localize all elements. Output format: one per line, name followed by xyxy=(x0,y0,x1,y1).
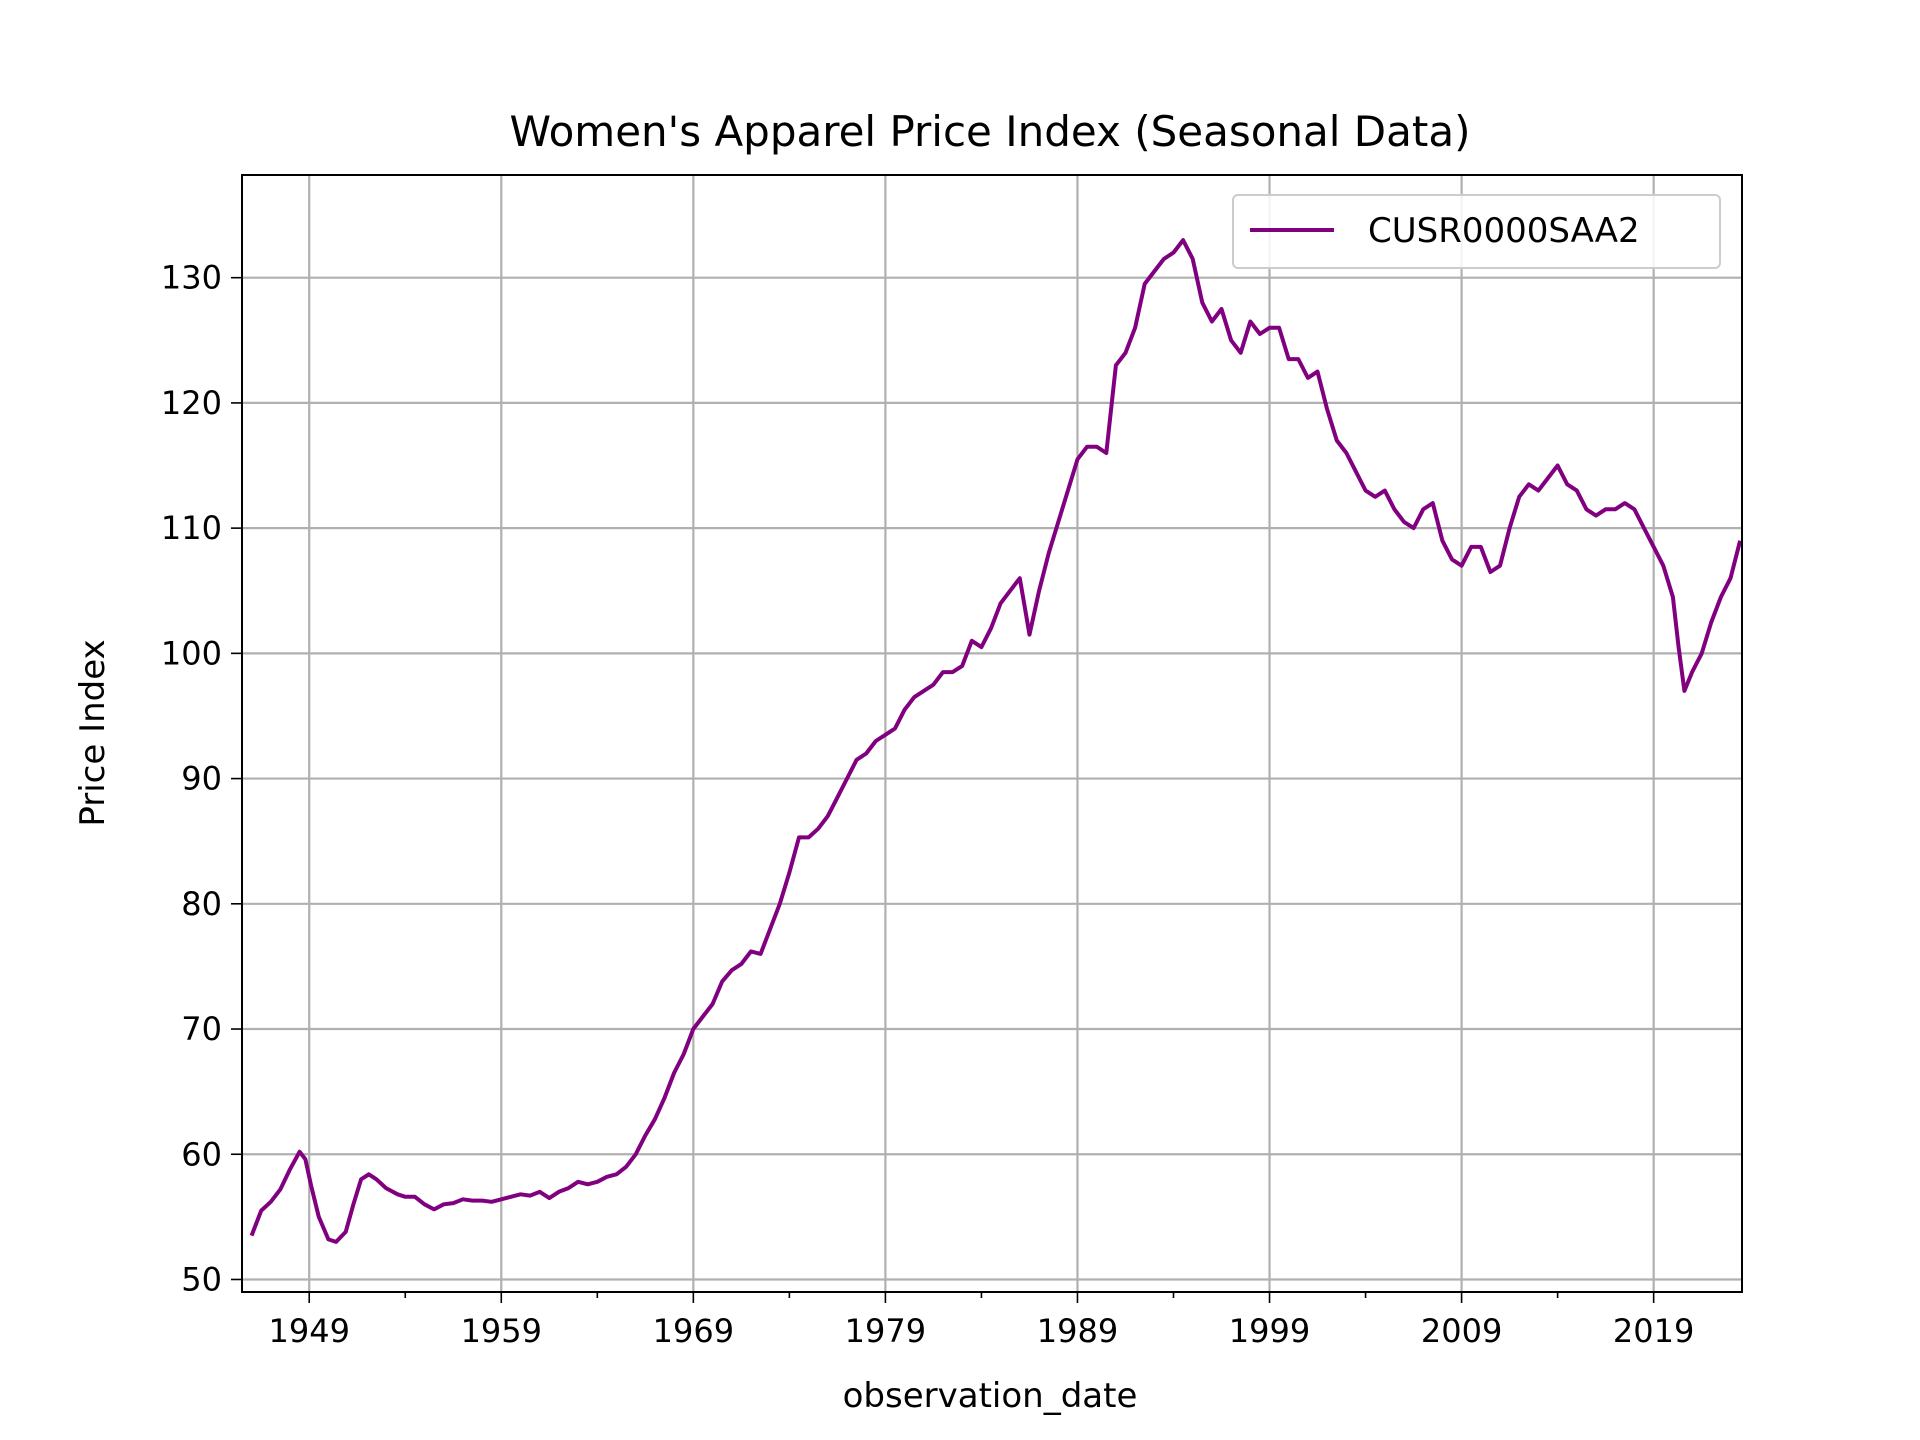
x-tick-label: 1959 xyxy=(461,1312,542,1350)
y-tick-label: 120 xyxy=(161,384,222,422)
y-tick-label: 50 xyxy=(181,1260,222,1298)
y-tick-label: 70 xyxy=(181,1010,222,1048)
legend-entry-label: CUSR0000SAA2 xyxy=(1368,211,1640,251)
x-axis-title: observation_date xyxy=(843,1376,1138,1416)
x-tick-label: 1969 xyxy=(653,1312,734,1350)
legend: CUSR0000SAA2 xyxy=(1232,194,1721,269)
y-tick-label: 110 xyxy=(161,509,222,547)
x-tick-label: 2009 xyxy=(1421,1312,1502,1350)
y-tick-label: 90 xyxy=(181,760,222,798)
legend-box xyxy=(1232,194,1721,269)
y-tick-label: 100 xyxy=(161,634,222,672)
axis-ticks: 1949 1959 1969 1979 1989 1999 2009 2019 50 60 70 80… xyxy=(161,259,1694,1350)
y-tick-label: 80 xyxy=(181,885,222,923)
x-tick-label: 1949 xyxy=(269,1312,350,1350)
x-tick-label: 1999 xyxy=(1229,1312,1310,1350)
series-layer xyxy=(249,238,1743,1244)
x-tick-label: 2019 xyxy=(1613,1312,1694,1350)
series-line-cusr0000saa2 xyxy=(249,238,1743,1244)
x-tick-label: 1979 xyxy=(845,1312,926,1350)
y-tick-label: 130 xyxy=(161,259,222,297)
x-tick-label: 1989 xyxy=(1037,1312,1118,1350)
chart-title: Women's Apparel Price Index (Seasonal Da… xyxy=(510,107,1471,156)
y-tick-label: 60 xyxy=(181,1135,222,1173)
plot-area-frame xyxy=(241,174,1743,1293)
grid xyxy=(242,175,1742,1292)
y-axis-title: Price Index xyxy=(73,639,113,826)
